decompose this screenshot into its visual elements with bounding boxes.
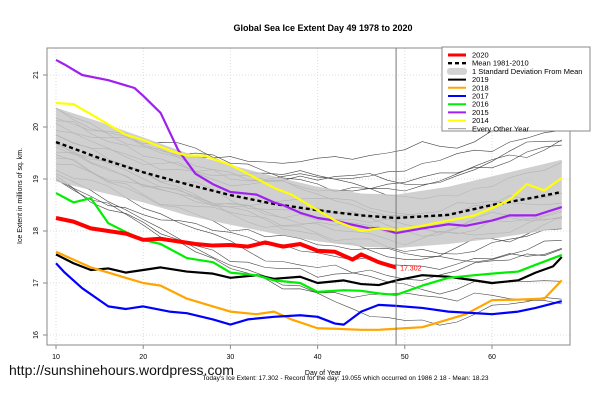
legend-box — [441, 46, 591, 132]
current-value-label: 17.302 — [400, 265, 422, 272]
std-dev-band — [56, 107, 562, 249]
std-dev-band-layer — [56, 107, 562, 249]
legend-label: 2017 — [472, 92, 489, 101]
y-tick-label: 18 — [33, 227, 40, 235]
x-tick-label: 50 — [401, 354, 409, 361]
x-tick-label: 30 — [227, 354, 235, 361]
x-tick-label: 10 — [52, 354, 60, 361]
every-other-year-line — [55, 178, 562, 281]
y-tick-label: 19 — [33, 175, 40, 183]
legend-label: 2015 — [472, 108, 489, 117]
legend-label: 2019 — [472, 75, 489, 84]
x-axis-label: Day of Year — [305, 370, 342, 377]
y-tick-label: 17 — [33, 279, 40, 287]
plot-frame — [46, 47, 571, 346]
legend-swatch — [447, 67, 467, 75]
y-tick-label: 21 — [33, 71, 40, 79]
series-line-2017 — [55, 262, 563, 326]
legend-label: 2020 — [472, 51, 489, 60]
every-other-year-line — [55, 179, 562, 305]
footer-text: Today's Ice Extent: 17.302 - Record for … — [202, 375, 489, 382]
y-axis-label: Ice Extent in millions of sq. km. — [17, 148, 24, 244]
series-line-2018 — [55, 250, 563, 331]
y-tick-label: 20 — [33, 123, 40, 131]
series-line-2019 — [55, 253, 563, 287]
every-other-year-line — [55, 175, 562, 270]
x-tick-label: 60 — [488, 354, 496, 361]
x-tick-label: 40 — [314, 354, 322, 361]
series-line-2014 — [55, 101, 563, 233]
mean-line — [55, 140, 562, 220]
legend-label: Mean 1981-2010 — [472, 59, 529, 68]
legend-label: 1 Standard Deviation From Mean — [472, 67, 582, 76]
legend-label: 2016 — [472, 100, 489, 109]
watermark-url: http://sunshinehours.wordpress.com — [9, 362, 234, 378]
series-layer — [55, 58, 563, 331]
y-axis-ticks: 16 17 18 19 20 21 — [33, 71, 47, 339]
y-tick-label: 16 — [33, 331, 40, 339]
legend-label: 2014 — [472, 116, 489, 125]
x-axis-ticks: 10 20 30 40 50 60 — [52, 345, 496, 361]
legend-label: Every Other Year — [472, 124, 530, 133]
chart-title: Global Sea Ice Extent Day 49 1978 to 202… — [233, 23, 412, 33]
x-tick-label: 20 — [139, 354, 147, 361]
legend-label: 2018 — [472, 83, 489, 92]
footer-stats: Today's Ice Extent: 17.302 - Record for … — [0, 375, 601, 382]
series-line-2015 — [55, 58, 563, 235]
series-line-2020 — [55, 216, 397, 270]
